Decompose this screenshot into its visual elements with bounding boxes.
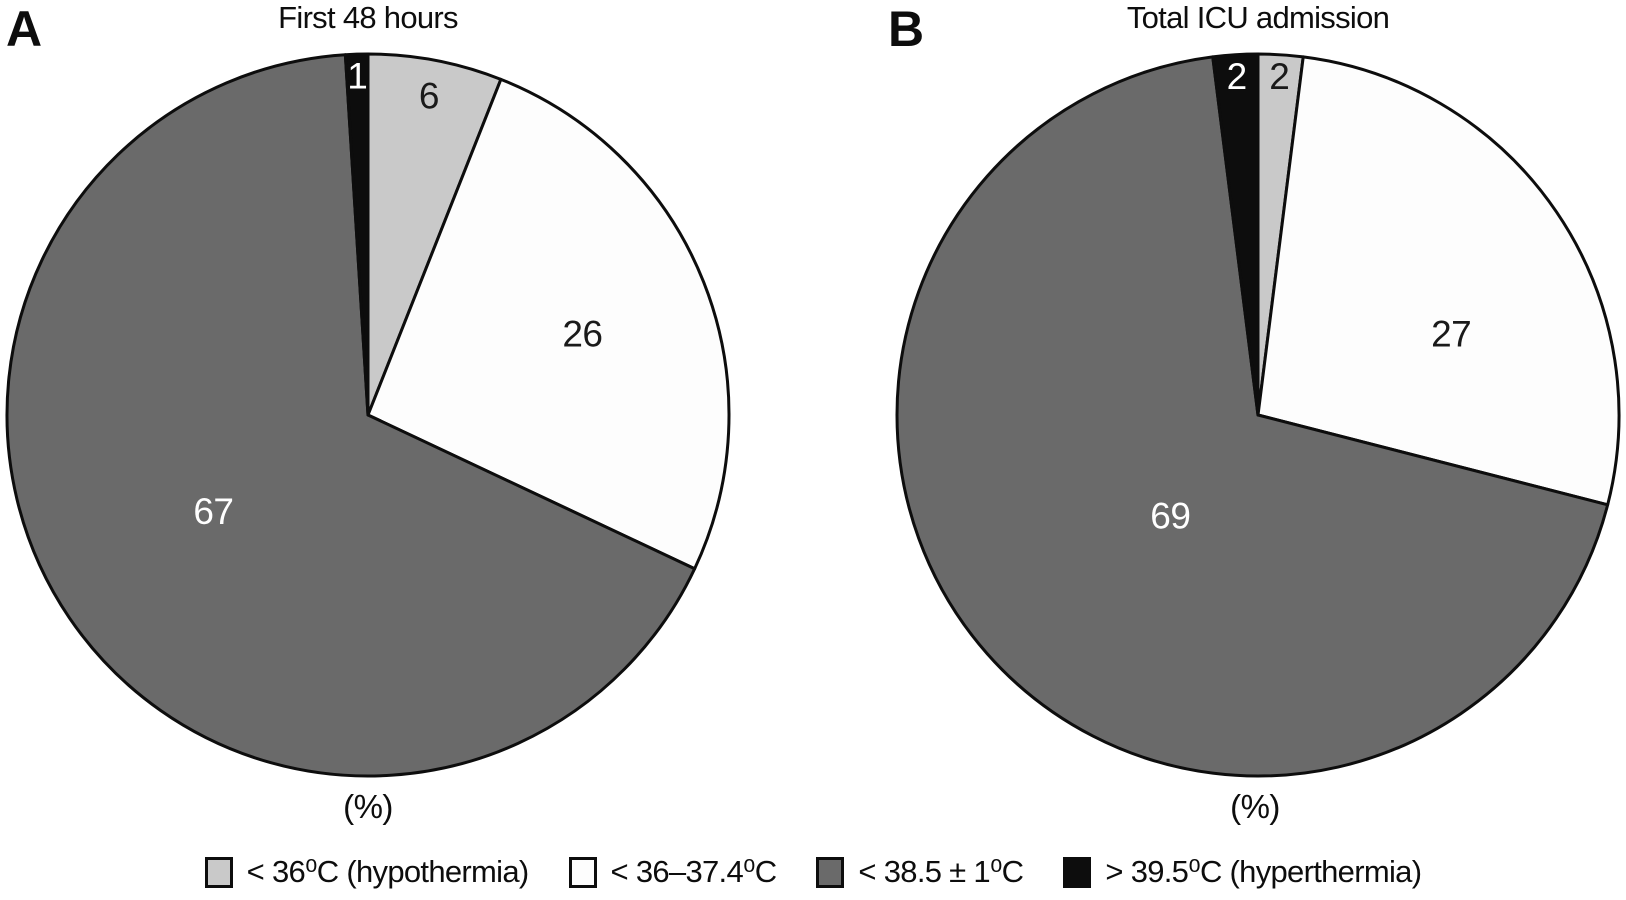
chart-b-title: Total ICU admission — [1126, 0, 1390, 35]
chart-a-title: First 48 hours — [278, 0, 458, 35]
slice-value-label-a-3: 1 — [347, 55, 367, 96]
legend-label-2: < 38.5 ± 1⁰C — [858, 854, 1024, 889]
legend-label-1: < 36–37.4⁰C — [610, 854, 778, 889]
pie-chart-a: 6 26 67 1 — [5, 52, 731, 778]
legend: < 36⁰C (hypothermia) < 36–37.4⁰C < 38.5 ± … — [0, 850, 1626, 894]
legend-swatch-2 — [816, 856, 845, 888]
legend-label-0: < 36⁰C (hypothermia) — [246, 854, 530, 889]
chart-b-percent-unit: (%) — [1230, 788, 1280, 825]
pie-chart-b: 2 27 69 2 — [895, 52, 1621, 778]
pie-slice-a-0 — [366, 52, 503, 417]
pie-slice-b-2 — [895, 55, 1610, 778]
pie-slice-b-3 — [1211, 52, 1260, 417]
slice-value-label-b-2: 69 — [1150, 495, 1190, 536]
slice-value-label-b-3: 2 — [1227, 56, 1247, 97]
slice-value-label-a-2: 67 — [193, 491, 233, 532]
slice-value-label-b-0: 2 — [1269, 56, 1289, 97]
legend-item-3: > 39.5⁰C (hyperthermia) — [1063, 854, 1422, 890]
pie-slice-a-2 — [5, 53, 697, 778]
slice-value-label-a-0: 6 — [419, 75, 439, 116]
chart-a-percent-unit: (%) — [343, 788, 393, 825]
legend-item-2: < 38.5 ± 1⁰C — [816, 854, 1024, 890]
pie-slice-a-1 — [366, 77, 731, 571]
pie-slice-a-3 — [343, 52, 370, 417]
legend-swatch-3 — [1063, 856, 1092, 888]
panel-b-letter: B — [888, 1, 924, 57]
slice-value-label-b-1: 27 — [1431, 314, 1471, 355]
slice-value-label-a-1: 26 — [562, 313, 602, 354]
pie-slice-b-1 — [1256, 55, 1621, 507]
legend-item-1: < 36–37.4⁰C — [568, 854, 778, 890]
panel-a-letter: A — [6, 1, 42, 57]
legend-label-3: > 39.5⁰C (hyperthermia) — [1105, 854, 1422, 889]
legend-swatch-1 — [568, 856, 597, 888]
legend-swatch-0 — [204, 856, 233, 888]
legend-item-0: < 36⁰C (hypothermia) — [204, 854, 530, 890]
